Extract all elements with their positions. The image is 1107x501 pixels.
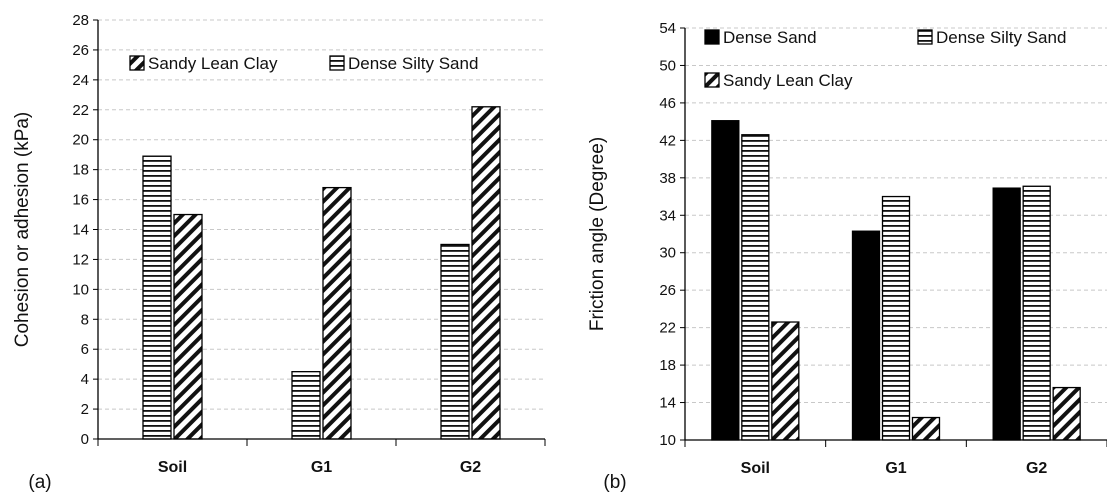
bar-dense-silty-sand-soil <box>142 155 172 440</box>
y-tick-label: 14 <box>659 395 676 412</box>
y-tick-label: 38 <box>659 170 676 187</box>
legend-swatch <box>917 29 933 45</box>
y-tick-label: 28 <box>72 12 89 29</box>
y-tick-label: 54 <box>659 20 676 37</box>
y-tick-label: 50 <box>659 57 676 74</box>
bar-sandy-lean-clay-g2 <box>471 106 501 440</box>
bar-dense-silty-sand-g1 <box>881 195 911 441</box>
bar-dense-sand-g1 <box>851 230 881 441</box>
y-tick-label: 2 <box>81 401 89 418</box>
y-tick-label: 10 <box>659 432 676 449</box>
bar-dense-silty-sand-g1 <box>291 371 321 440</box>
y-tick-label: 18 <box>659 357 676 374</box>
legend-label: Dense Silty Sand <box>348 54 478 73</box>
legend-swatch <box>329 55 345 71</box>
legend-swatch <box>129 55 145 71</box>
bar-sandy-lean-clay-g1 <box>322 186 352 440</box>
bar-sandy-lean-clay-g1 <box>911 416 941 441</box>
y-tick-label: 4 <box>81 371 89 388</box>
bar-sandy-lean-clay-soil <box>173 213 203 440</box>
y-tick-label: 16 <box>72 192 89 209</box>
y-tick-label: 18 <box>72 162 89 179</box>
legend-label: Sandy Lean Clay <box>723 71 853 90</box>
panel-label: (b) <box>603 472 626 493</box>
bar-dense-silty-sand-soil <box>741 134 770 441</box>
y-tick-label: 30 <box>659 245 676 262</box>
legend-swatch <box>704 72 720 88</box>
y-tick-label: 34 <box>659 207 676 224</box>
y-tick-label: 42 <box>659 132 676 149</box>
y-tick-label: 0 <box>81 431 89 448</box>
bars <box>142 106 501 440</box>
bar-sandy-lean-clay-g2 <box>1052 386 1081 441</box>
y-axis-label: Friction angle (Degree) <box>587 137 608 331</box>
x-tick-label: G2 <box>1026 460 1047 477</box>
y-tick-label: 22 <box>659 320 676 337</box>
y-tick-label: 22 <box>72 102 89 119</box>
y-tick-label: 24 <box>72 72 89 89</box>
y-axis-label: Cohesion or adhesion (kPa) <box>12 112 33 348</box>
x-tick-label: Soil <box>158 459 187 476</box>
bar-sandy-lean-clay-soil <box>771 321 800 441</box>
y-tick-label: 14 <box>72 222 89 239</box>
y-axis-ticks: 10 14 18 22 26 30 34 38 42 46 50 54 <box>659 20 685 449</box>
gridlines <box>98 19 545 410</box>
y-tick-label: 8 <box>81 311 89 328</box>
x-tick-label: G1 <box>311 459 332 476</box>
legend-label: Dense Sand <box>723 28 817 47</box>
bar-dense-silty-sand-g2 <box>440 243 470 440</box>
x-tick-label: G2 <box>460 459 481 476</box>
bar-dense-silty-sand-g2 <box>1022 185 1051 441</box>
legend: Sandy Lean Clay Dense Silty Sand <box>129 54 478 73</box>
legend-swatch <box>704 29 720 45</box>
y-tick-label: 20 <box>72 132 89 149</box>
panel-label: (a) <box>28 472 51 493</box>
x-axis-categories: Soil G1 G2 <box>97 439 546 476</box>
y-tick-label: 12 <box>72 251 89 268</box>
bars <box>711 120 1081 441</box>
legend: Dense Sand Dense Silty Sand Sandy Lean Cla… <box>704 28 1066 90</box>
y-tick-label: 46 <box>659 95 676 112</box>
legend-label: Sandy Lean Clay <box>148 54 278 73</box>
x-axis-categories: Soil G1 G2 <box>684 440 1107 477</box>
bar-dense-sand-g2 <box>992 187 1021 441</box>
y-tick-label: 10 <box>72 281 89 298</box>
y-tick-label: 26 <box>659 282 676 299</box>
y-tick-label: 6 <box>81 341 89 358</box>
x-tick-label: Soil <box>741 460 770 477</box>
chart-b: 10 14 18 22 26 30 34 38 42 46 50 54 Soil G1 G2 Friction… <box>587 20 1107 493</box>
legend-label: Dense Silty Sand <box>936 28 1066 47</box>
y-tick-label: 26 <box>72 42 89 59</box>
x-tick-label: G1 <box>885 460 906 477</box>
bar-dense-sand-soil <box>711 120 740 441</box>
